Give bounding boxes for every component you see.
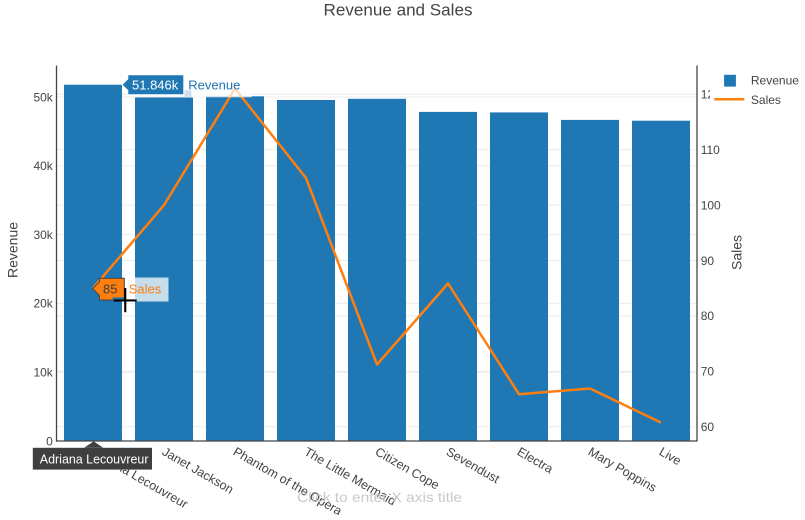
svg-text:Sales: Sales — [129, 281, 162, 296]
svg-text:20k: 20k — [33, 297, 53, 311]
svg-text:Revenue: Revenue — [5, 222, 21, 278]
svg-text:85: 85 — [103, 282, 117, 297]
svg-text:Sales: Sales — [729, 235, 745, 270]
svg-text:90: 90 — [701, 254, 715, 268]
svg-text:Revenue: Revenue — [188, 77, 240, 92]
svg-text:51.846k: 51.846k — [132, 77, 179, 92]
svg-text:Revenue: Revenue — [751, 74, 799, 88]
svg-text:40k: 40k — [33, 159, 53, 173]
svg-text:80: 80 — [701, 309, 715, 323]
svg-text:Adriana Lecouvreur: Adriana Lecouvreur — [40, 451, 149, 466]
svg-text:70: 70 — [701, 365, 715, 379]
svg-text:60: 60 — [701, 420, 715, 434]
svg-text:0: 0 — [46, 434, 53, 448]
svg-text:30k: 30k — [33, 228, 53, 242]
svg-text:10k: 10k — [33, 366, 53, 380]
svg-text:Sales: Sales — [751, 93, 781, 107]
svg-text:Click to enter X axis title: Click to enter X axis title — [297, 489, 462, 505]
svg-text:Revenue and Sales: Revenue and Sales — [324, 1, 473, 20]
svg-text:110: 110 — [701, 143, 720, 157]
svg-text:100: 100 — [701, 198, 721, 212]
svg-text:50k: 50k — [33, 90, 53, 104]
